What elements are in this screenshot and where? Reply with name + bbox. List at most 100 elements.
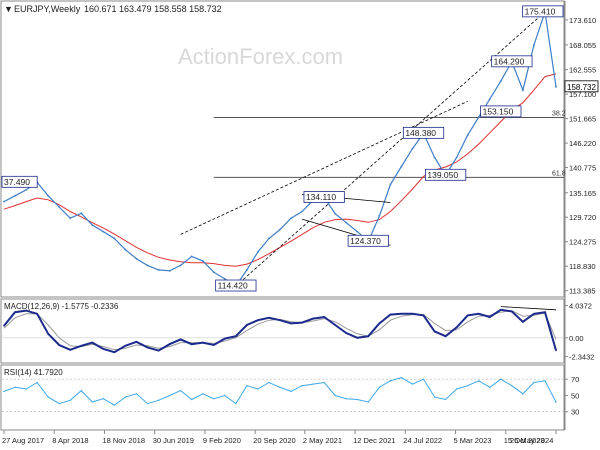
price-point	[279, 228, 281, 231]
level-label-box	[402, 126, 445, 139]
macd-point	[533, 313, 535, 315]
price-point	[488, 98, 491, 101]
price-point	[356, 230, 359, 233]
macd-point	[411, 313, 414, 315]
macd-point	[146, 346, 149, 349]
macd-point	[345, 332, 348, 334]
rsi-point	[489, 386, 491, 389]
rsi-point	[455, 388, 458, 390]
rsi-ytick-label: 30	[571, 408, 579, 417]
xtick-label: 2 May 2021	[303, 436, 342, 445]
level-label: 148.380	[405, 128, 436, 138]
rsi-point	[146, 402, 149, 405]
macd-point	[25, 309, 27, 312]
macd-point	[477, 313, 480, 315]
macd-point	[444, 335, 447, 338]
rsi-panel-frame	[0, 364, 565, 431]
price-point	[455, 156, 458, 159]
price-ytick-label: 157.100	[569, 90, 596, 99]
price-point	[411, 147, 414, 150]
price-point	[521, 89, 524, 92]
macd-point	[323, 316, 325, 318]
macd-point	[69, 349, 72, 351]
rsi-line	[3, 377, 557, 406]
level-label: 164.290	[494, 56, 525, 66]
xtick-label: 15 Oct 2023	[504, 436, 545, 445]
price-point	[3, 200, 5, 203]
rsi-point	[102, 398, 105, 400]
price-point	[245, 269, 248, 271]
macd-point	[257, 319, 259, 322]
price-point	[124, 248, 127, 251]
macd-point	[301, 321, 303, 324]
rsi-point	[466, 385, 469, 387]
header-triangle-icon[interactable]: ▼	[4, 4, 13, 14]
rsi-point	[224, 394, 226, 397]
rsi-point	[500, 378, 502, 380]
macd-point	[36, 313, 38, 315]
price-point	[212, 271, 215, 274]
price-point	[146, 264, 149, 267]
macd-point	[235, 335, 237, 338]
moving-average-line	[3, 73, 557, 267]
macd-point	[224, 337, 226, 340]
price-plot: 38.2 61.8 37.490 114.420 134.110 124.370 148.3…	[1, 5, 599, 296]
rsi-point	[444, 398, 447, 401]
price-ytick-label: 140.775	[569, 164, 596, 173]
price-ytick-label: 162.555	[569, 66, 596, 75]
macd-point	[455, 326, 458, 329]
rsi-plot: 70 50 30	[2, 375, 579, 417]
rsi-point	[113, 404, 116, 406]
price-point	[14, 194, 16, 197]
xtick-label: 5 Mar 2023	[454, 436, 492, 445]
rsi-point	[367, 401, 370, 403]
macd-point	[290, 322, 292, 325]
macd-point	[246, 324, 248, 326]
price-point	[80, 212, 83, 215]
macd-point	[124, 345, 127, 347]
price-point	[533, 44, 535, 47]
level-label: 134.110	[306, 192, 336, 202]
rsi-point	[522, 393, 524, 395]
symbol-label: EURJPY,Weekly	[14, 4, 81, 14]
rsi-ytick-label: 50	[571, 391, 579, 400]
price-ytick-label: 113.385	[569, 287, 596, 296]
axes: 27 Aug 2017 8 Apr 2018 18 Nov 2018 30 Jun 2…	[2, 430, 557, 445]
rsi-point	[290, 390, 292, 393]
macd-plot: 4.0372 0.00 -2.3432	[2, 302, 594, 362]
price-point	[389, 183, 392, 186]
rsi-point	[257, 388, 259, 390]
rsi-point	[400, 376, 403, 379]
rsi-point	[478, 380, 480, 382]
macd-point	[544, 311, 546, 314]
rsi-ytick-label: 70	[571, 375, 579, 384]
macd-point	[488, 316, 491, 318]
rsi-point	[533, 381, 535, 384]
price-point	[179, 264, 182, 267]
xtick-label: 30 Jun 2019	[153, 436, 194, 445]
rsi-point	[389, 380, 392, 382]
macd-point	[522, 321, 524, 323]
macd-ytick-label: -2.3432	[569, 353, 594, 362]
macd-divergence-line	[500, 306, 557, 311]
rsi-point	[422, 378, 425, 380]
rsi-point	[69, 399, 71, 402]
rsi-point	[36, 381, 38, 384]
rsi-point	[334, 394, 336, 397]
price-point	[113, 237, 116, 240]
price-point	[58, 206, 61, 208]
price-point	[91, 224, 94, 226]
price-ytick-label: 173.610	[569, 16, 596, 25]
macd-point	[113, 351, 116, 354]
channel-line-1	[180, 100, 468, 235]
macd-point	[367, 335, 370, 338]
level-label-box	[347, 234, 389, 247]
macd-point	[212, 344, 215, 346]
rsi-title: RSI(14) 41.7920	[4, 368, 63, 377]
rsi-point	[356, 398, 358, 401]
macd-point	[102, 348, 105, 350]
level-label: 114.420	[218, 281, 248, 291]
macd-point	[58, 344, 60, 346]
level-label-box	[522, 5, 564, 18]
